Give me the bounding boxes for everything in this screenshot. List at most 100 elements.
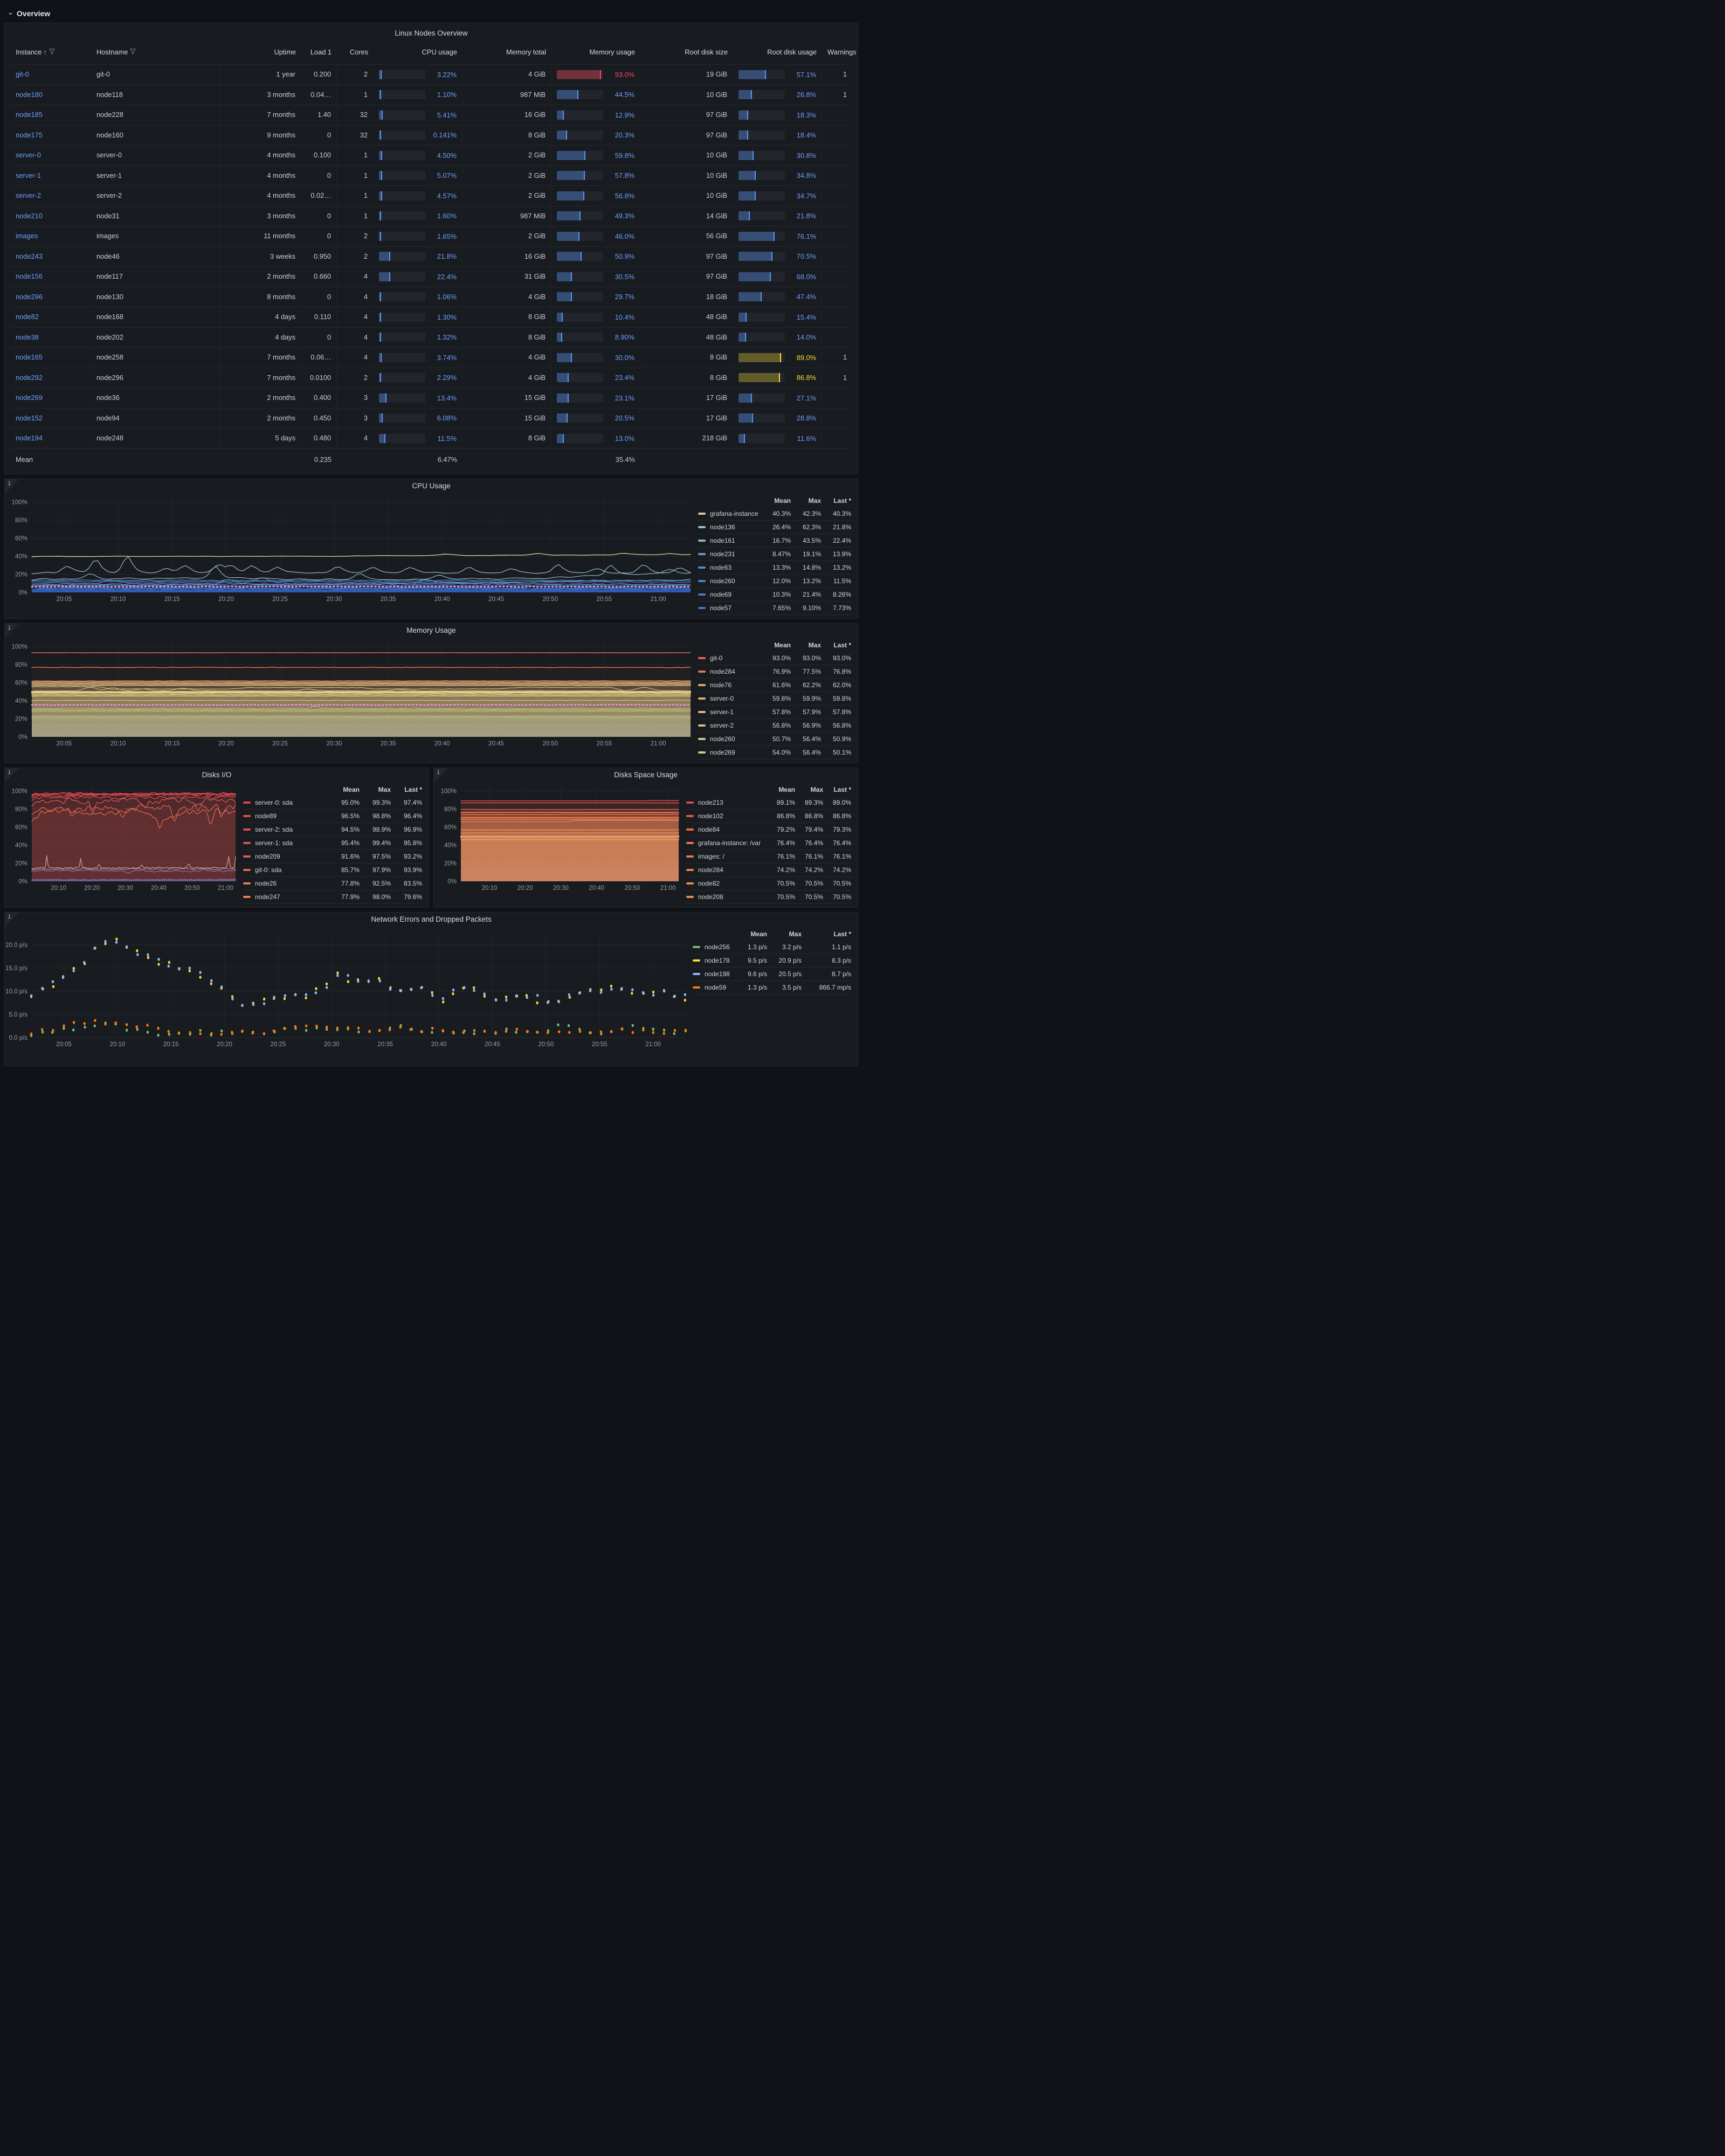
- legend-item[interactable]: node26 77.8% 92.5% 83.5%: [243, 877, 422, 890]
- legend-stat-header[interactable]: Mean: [750, 930, 767, 938]
- cpu-usage-chart[interactable]: 0% 20% 40% 60% 80% 100% 20:05 20:10 20:15 20:20 20…: [6, 493, 693, 604]
- legend-item[interactable]: node198 9.6 p/s 20.5 p/s 8.7 p/s: [693, 968, 851, 981]
- legend-item[interactable]: node161 16.7% 43.5% 22.4%: [698, 534, 851, 548]
- legend-item[interactable]: server-0 59.8% 59.9% 59.8%: [698, 692, 851, 706]
- legend-item[interactable]: node63 13.3% 14.8% 13.2%: [698, 561, 851, 575]
- instance-link[interactable]: node156: [16, 272, 43, 280]
- legend-stat-header[interactable]: Last *: [833, 641, 851, 649]
- legend-item[interactable]: node89 96.5% 98.8% 96.4%: [243, 810, 422, 823]
- legend-item[interactable]: node136 26.4% 62.3% 21.8%: [698, 521, 851, 534]
- col-header-root-disk-usage[interactable]: Root disk usage: [767, 48, 817, 56]
- instance-link[interactable]: node296: [16, 292, 43, 301]
- legend-stat-header[interactable]: Max: [789, 930, 802, 938]
- legend-item[interactable]: node208 70.5% 70.5% 70.5%: [686, 890, 851, 904]
- legend-item[interactable]: server-2: sda 94.5% 98.9% 96.9%: [243, 823, 422, 837]
- col-header-warnings[interactable]: Warnings: [827, 48, 857, 56]
- legend-stat-header[interactable]: Max: [808, 497, 821, 505]
- legend-item[interactable]: server-1: sda 95.4% 99.4% 95.8%: [243, 837, 422, 850]
- instance-link[interactable]: server-2: [16, 191, 41, 199]
- legend-stat-header[interactable]: Last *: [833, 930, 851, 938]
- legend-item[interactable]: grafana-instance: /var 76.4% 76.4% 76.4%: [686, 837, 851, 850]
- instance-link[interactable]: images: [16, 232, 38, 240]
- legend-stat-header[interactable]: Last *: [833, 497, 851, 505]
- filter-icon[interactable]: [49, 49, 55, 54]
- legend-item[interactable]: node284 74.2% 74.2% 74.2%: [686, 863, 851, 877]
- legend-stat-header[interactable]: Mean: [774, 497, 791, 505]
- legend-stat-header[interactable]: Max: [808, 641, 821, 649]
- legend-item[interactable]: git-0: sda 85.7% 97.9% 93.9%: [243, 863, 422, 877]
- legend-item[interactable]: node178 9.5 p/s 20.9 p/s 8.3 p/s: [693, 954, 851, 968]
- disks-io-chart[interactable]: 0% 20% 40% 60% 80% 100% 20:10 20:20 20:30 20:40 20…: [6, 782, 238, 893]
- cell-load1: 0.660: [301, 267, 337, 287]
- instance-link[interactable]: node243: [16, 252, 43, 260]
- col-header-memory-total[interactable]: Memory total: [506, 48, 546, 56]
- legend-item[interactable]: node260 12.0% 13.2% 11.5%: [698, 575, 851, 588]
- legend-item[interactable]: node84 79.2% 79.4% 79.3%: [686, 823, 851, 837]
- instance-link[interactable]: node38: [16, 333, 39, 341]
- series-color-chip: [243, 801, 251, 804]
- memory-usage-chart[interactable]: 0% 20% 40% 60% 80% 100% 20:05 20:10 20:15 20:20 20…: [6, 638, 693, 749]
- col-header-root-disk-size[interactable]: Root disk size: [685, 48, 728, 56]
- legend-item[interactable]: node57 7.65% 9.10% 7.73%: [698, 602, 851, 615]
- instance-link[interactable]: node175: [16, 130, 43, 139]
- legend-stat-header[interactable]: Max: [378, 786, 391, 793]
- legend-item[interactable]: node256 1.3 p/s 3.2 p/s 1.1 p/s: [693, 941, 851, 954]
- legend-item[interactable]: node59 1.3 p/s 3.5 p/s 866.7 mp/s: [693, 981, 851, 994]
- legend-item[interactable]: server-2 56.8% 56.9% 56.8%: [698, 719, 851, 733]
- legend-item[interactable]: node260 50.7% 56.4% 50.9%: [698, 733, 851, 746]
- legend-item[interactable]: node269 54.0% 56.4% 50.1%: [698, 746, 851, 759]
- legend-item[interactable]: node247 77.9% 98.0% 79.6%: [243, 890, 422, 904]
- instance-link[interactable]: node269: [16, 393, 43, 402]
- legend-stat-header[interactable]: Mean: [774, 641, 791, 649]
- col-header-cpu-usage[interactable]: CPU usage: [422, 48, 457, 56]
- legend-item[interactable]: node102 86.8% 86.8% 86.8%: [686, 810, 851, 823]
- legend-item[interactable]: node76 61.6% 62.2% 62.0%: [698, 679, 851, 692]
- panel-info-icon[interactable]: i: [5, 768, 19, 782]
- instance-link[interactable]: node180: [16, 90, 43, 99]
- col-header-hostname[interactable]: Hostname: [91, 40, 220, 64]
- legend-item[interactable]: images: / 76.1% 76.1% 76.1%: [686, 850, 851, 863]
- legend-item[interactable]: node231 8.47% 19.1% 13.9%: [698, 548, 851, 561]
- network-errors-chart[interactable]: 0.0 p/s 5.0 p/s 10.0 p/s 15.0 p/s 20.0 p/s 20…: [6, 927, 687, 1049]
- col-header-memory-usage[interactable]: Memory usage: [589, 48, 635, 56]
- instance-link[interactable]: server-1: [16, 171, 41, 179]
- instance-link[interactable]: node194: [16, 434, 43, 442]
- instance-link[interactable]: node152: [16, 413, 43, 422]
- cell-warnings: [822, 328, 852, 348]
- panel-info-icon[interactable]: i: [434, 768, 448, 782]
- legend-stat-header[interactable]: Last *: [404, 786, 422, 793]
- legend-item[interactable]: node213 89.1% 89.3% 89.0%: [686, 796, 851, 810]
- legend-stat-header[interactable]: Max: [810, 786, 823, 793]
- section-header-overview[interactable]: ⌄ Overview: [4, 4, 858, 23]
- legend-item[interactable]: grafana-instance 40.3% 42.3% 40.3%: [698, 507, 851, 521]
- panel-info-icon[interactable]: i: [5, 913, 19, 927]
- legend-stat-header[interactable]: Mean: [778, 786, 795, 793]
- instance-link[interactable]: server-0: [16, 151, 41, 159]
- legend-item[interactable]: git-0 93.0% 93.0% 93.0%: [698, 652, 851, 665]
- cell-load1: 1.40: [301, 105, 337, 125]
- legend-stat-header[interactable]: Last *: [833, 786, 851, 793]
- instance-link[interactable]: node210: [16, 211, 43, 220]
- legend-item[interactable]: node209 91.6% 97.5% 93.2%: [243, 850, 422, 863]
- legend-stat-header[interactable]: Mean: [343, 786, 360, 793]
- panel-info-icon[interactable]: i: [5, 479, 19, 493]
- instance-link[interactable]: node165: [16, 353, 43, 361]
- legend-item[interactable]: server-1 57.8% 57.9% 57.8%: [698, 706, 851, 719]
- instance-link[interactable]: git-0: [16, 70, 29, 78]
- legend-item[interactable]: server-0: sda 95.0% 99.3% 97.4%: [243, 796, 422, 810]
- instance-link[interactable]: node185: [16, 110, 43, 119]
- col-header-cores[interactable]: Cores: [349, 48, 368, 56]
- legend-item[interactable]: node82 70.5% 70.5% 70.5%: [686, 877, 851, 890]
- panel-info-icon[interactable]: i: [5, 624, 19, 638]
- col-header-instance[interactable]: Instance ↑: [10, 40, 91, 64]
- col-header-uptime[interactable]: Uptime: [274, 48, 296, 56]
- instance-link[interactable]: node82: [16, 313, 39, 321]
- legend-item[interactable]: node284 76.9% 77.5% 76.8%: [698, 665, 851, 679]
- filter-icon[interactable]: [130, 49, 136, 54]
- disks-space-chart[interactable]: 0% 20% 40% 60% 80% 100% 20:10 20:20 20:30 20:40 20…: [435, 782, 681, 893]
- col-header-load1[interactable]: Load 1: [310, 48, 332, 56]
- bar-track: [379, 312, 425, 322]
- legend-item[interactable]: node69 10.3% 21.4% 8.26%: [698, 588, 851, 602]
- nodes-table-body[interactable]: git-0 git-0 1 year 0.200 2 3.22% 4 GiB 93.0% 19 …: [10, 64, 852, 448]
- instance-link[interactable]: node292: [16, 373, 43, 382]
